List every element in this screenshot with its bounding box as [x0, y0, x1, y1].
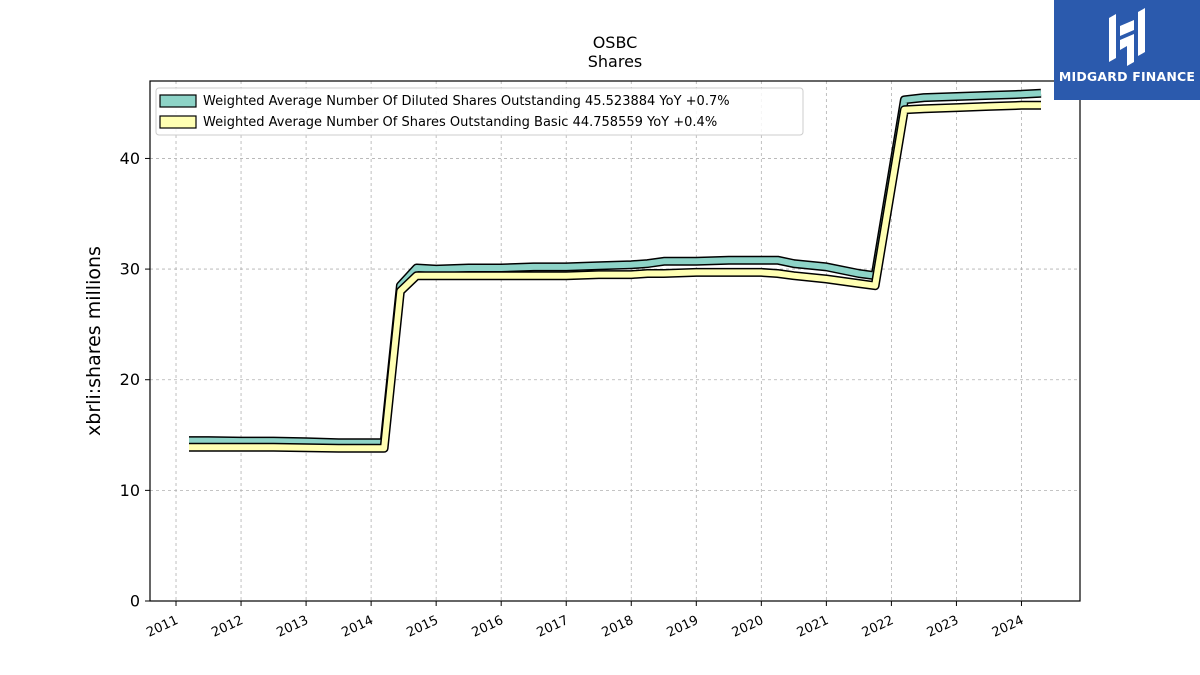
x-tick-label: 2011 — [144, 613, 180, 641]
legend-entry-diluted: Weighted Average Number Of Diluted Share… — [203, 94, 730, 109]
x-tick-label: 2024 — [990, 613, 1026, 641]
y-axis-label: xbrli:shares millions — [83, 246, 105, 436]
x-tick-label: 2016 — [470, 613, 506, 641]
chart-title: OSBC — [593, 33, 638, 52]
y-tick-label: 30 — [120, 260, 140, 279]
brand-logo: MIDGARD FINANCE — [1054, 0, 1200, 100]
brand-name: MIDGARD FINANCE — [1058, 69, 1196, 84]
axes: 0 10 20 30 40 2011 2012 2013 2014 2015 2016 2017 201… — [120, 149, 1027, 641]
x-tick-label: 2013 — [274, 613, 310, 641]
x-tick-label: 2021 — [795, 613, 831, 641]
y-tick-label: 20 — [120, 370, 140, 389]
x-tick-label: 2023 — [925, 613, 961, 641]
x-tick-label: 2018 — [600, 613, 636, 641]
legend-swatch-diluted — [159, 94, 197, 108]
y-tick-label: 10 — [120, 481, 140, 500]
x-tick-label: 2015 — [405, 613, 441, 641]
grid — [150, 81, 1080, 601]
y-tick-label: 0 — [130, 592, 140, 611]
x-tick-label: 2014 — [339, 613, 375, 641]
legend-box — [155, 87, 804, 136]
chart-subtitle: Shares — [588, 52, 643, 71]
logo-mark-icon — [1109, 8, 1145, 66]
legend: Weighted Average Number Of Diluted Share… — [155, 87, 804, 136]
x-tick-label: 2020 — [730, 613, 766, 641]
y-tick-label: 40 — [120, 149, 140, 168]
x-tick-label: 2022 — [860, 613, 896, 641]
legend-swatch-basic — [159, 115, 197, 129]
series-line-1 — [189, 102, 1041, 452]
legend-entry-basic: Weighted Average Number Of Shares Outsta… — [203, 115, 717, 130]
series-line-0 — [189, 90, 1042, 446]
plot-frame — [149, 80, 1081, 602]
x-tick-label: 2012 — [209, 613, 245, 641]
series-layer — [189, 88, 1042, 453]
x-tick-label: 2019 — [665, 613, 701, 641]
x-tick-label: 2017 — [535, 613, 571, 641]
